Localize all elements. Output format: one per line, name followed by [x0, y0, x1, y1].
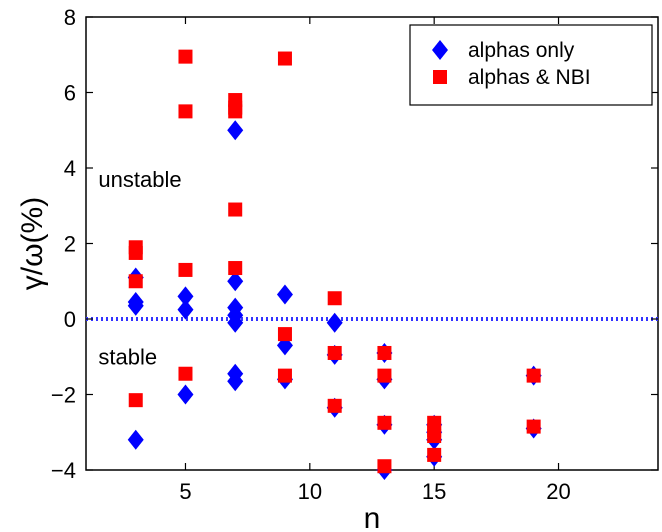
data-point-alphas-nbi	[377, 368, 392, 383]
x-axis-label: n	[364, 502, 381, 532]
x-tick-label: 20	[546, 479, 570, 504]
data-point-alphas-only	[227, 120, 244, 141]
data-point-alphas-nbi	[526, 368, 541, 383]
data-point-alphas-only	[127, 429, 144, 450]
legend-diamond-marker	[432, 40, 448, 60]
data-point-alphas-nbi	[178, 104, 193, 119]
x-tick-label: 10	[298, 479, 322, 504]
data-point-alphas-nbi	[427, 429, 442, 444]
data-point-alphas-only	[326, 312, 343, 333]
y-tick-label: 0	[64, 307, 76, 332]
y-tick-label: 6	[64, 81, 76, 106]
points-layer	[127, 49, 542, 480]
y-tick-label: 8	[64, 5, 76, 30]
data-point-alphas-only	[177, 384, 194, 405]
annotation-unstable: unstable	[98, 167, 181, 192]
data-point-alphas-nbi	[128, 245, 143, 260]
data-point-alphas-nbi	[277, 368, 292, 383]
data-point-alphas-nbi	[377, 459, 392, 474]
y-axis-label: γ/ω(%)	[16, 197, 49, 290]
data-point-alphas-nbi	[327, 345, 342, 360]
data-point-alphas-nbi	[327, 291, 342, 306]
data-point-alphas-nbi	[526, 419, 541, 434]
data-point-alphas-nbi	[128, 393, 143, 408]
data-point-alphas-nbi	[327, 398, 342, 413]
legend-label-alphas-only: alphas only	[468, 39, 575, 62]
ticks-layer: 5 10 15 20 −4 −2 0 2 4 6 8	[51, 5, 658, 504]
x-tick-label: 15	[422, 479, 446, 504]
y-tick-label: 2	[64, 232, 76, 257]
y-tick-label: −2	[51, 383, 76, 408]
annotation-stable: stable	[98, 344, 157, 369]
y-tick-label: −4	[51, 458, 76, 483]
x-tick-label: 5	[179, 479, 191, 504]
data-point-alphas-only	[227, 371, 244, 392]
data-point-alphas-only	[227, 312, 244, 333]
data-point-alphas-nbi	[277, 327, 292, 342]
data-point-alphas-nbi	[277, 51, 292, 66]
data-point-alphas-nbi	[178, 262, 193, 277]
data-point-alphas-only	[127, 295, 144, 316]
annotations-layer: unstable stable	[98, 167, 181, 369]
data-point-alphas-only	[276, 284, 293, 305]
data-point-alphas-only	[177, 286, 194, 307]
legend-box	[409, 24, 653, 106]
legend: alphas only alphas & NBI	[409, 24, 653, 106]
data-point-alphas-nbi	[228, 261, 243, 276]
legend-square-marker	[433, 70, 447, 84]
data-point-alphas-nbi	[228, 202, 243, 217]
data-point-alphas-nbi	[427, 447, 442, 462]
data-point-alphas-nbi	[377, 415, 392, 430]
data-point-alphas-only	[177, 299, 194, 320]
data-point-alphas-nbi	[228, 104, 243, 119]
y-tick-label: 4	[64, 156, 76, 181]
data-point-alphas-only	[227, 271, 244, 292]
data-point-alphas-nbi	[128, 274, 143, 289]
data-point-alphas-nbi	[377, 345, 392, 360]
legend-label-alphas-nbi: alphas & NBI	[468, 66, 591, 89]
data-point-alphas-nbi	[178, 49, 193, 64]
data-point-alphas-nbi	[178, 366, 193, 381]
